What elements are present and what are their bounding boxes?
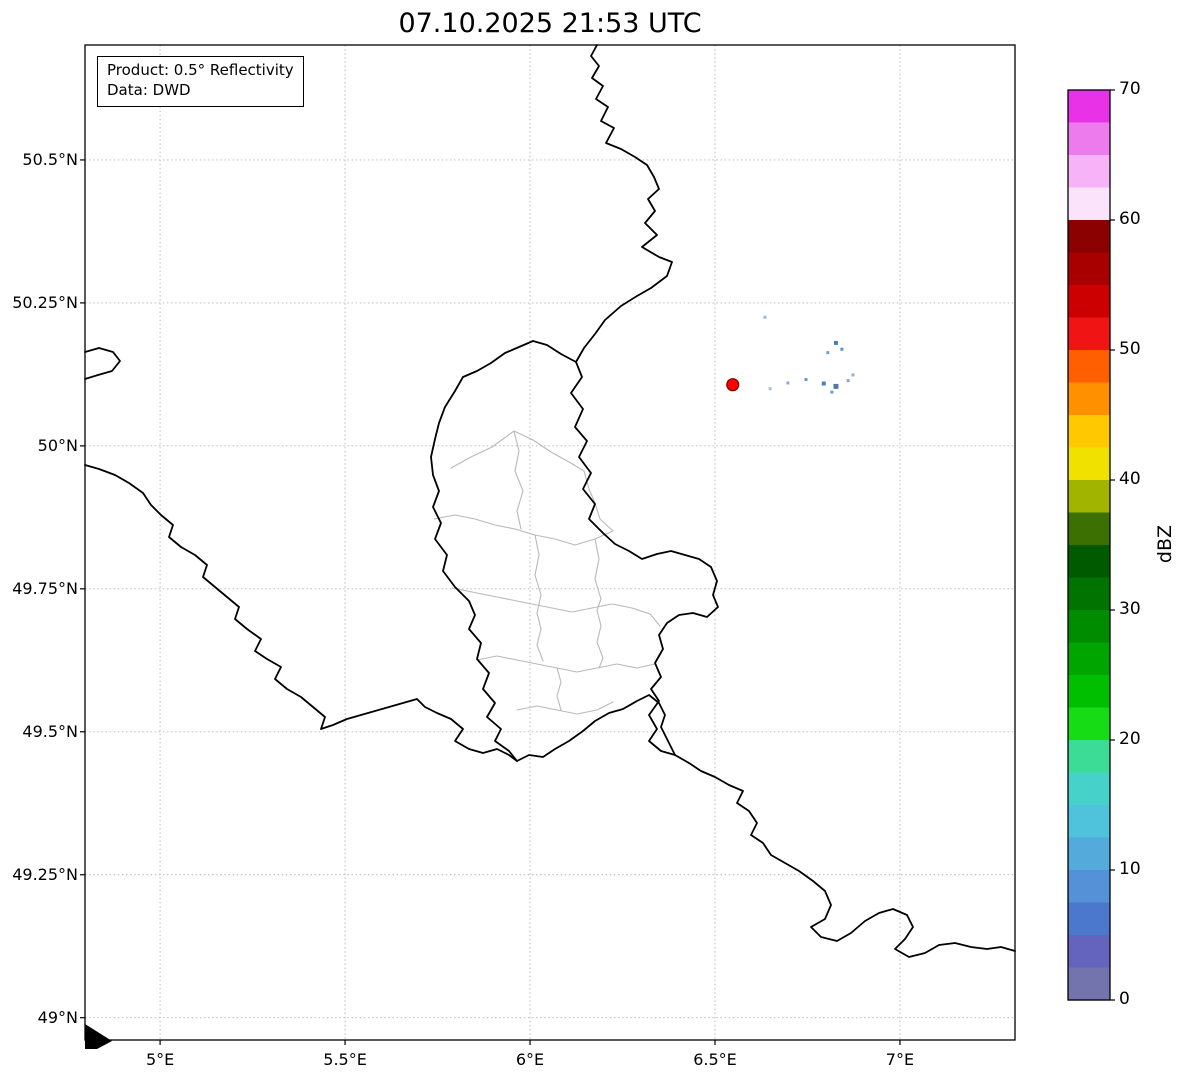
colorbar-segment [1068,480,1110,514]
canton-border [516,701,614,715]
colorbar-segment [1068,512,1110,546]
colorbar-segment [1068,187,1110,221]
figure-title: 07.10.2025 21:53 UTC [398,8,702,39]
canton-border [513,430,524,530]
colorbar-segment [1068,610,1110,644]
colorbar-segment [1068,415,1110,449]
canton-border [596,609,604,669]
colorbar-segment [1068,805,1110,839]
national-border [674,754,1016,958]
colorbar-segment [1068,382,1110,416]
colorbar-segment [1068,577,1110,611]
canton-border [451,587,661,627]
colorbar-segment [1068,675,1110,709]
colorbar-frame [1067,89,1111,1001]
colorbar-segment [1068,772,1110,806]
radar-echo [840,347,844,351]
colorbar-segment [1068,285,1110,319]
canton-border [534,534,542,614]
product-annotation: Product: 0.5° Reflectivity Data: DWD [97,56,304,107]
colorbar-segment [1068,545,1110,579]
radar-echo [804,378,808,382]
canton-border [450,430,585,472]
colorbar-segment [1068,317,1110,351]
border-corner-mark [85,1024,112,1049]
colorbar-segment [1068,350,1110,384]
canton-border [556,667,562,711]
radar-echo [821,381,826,386]
radar-site-marker [726,378,740,392]
radar-echo [768,387,772,391]
national-border [84,464,518,762]
colorbar-segment [1068,740,1110,774]
colorbar-segment [1068,252,1110,286]
canton-border [536,612,544,662]
radar-echo [833,340,838,345]
product-annotation-line1: Product: 0.5° Reflectivity [107,61,294,79]
colorbar-segment [1068,707,1110,741]
national-border [516,694,676,762]
canton-border [433,514,614,546]
national-border [84,347,121,380]
colorbar-segment [1068,447,1110,481]
plot-frame [84,44,1016,1041]
colorbar-segment [1068,870,1110,904]
radar-echo [763,315,767,319]
colorbar-segment [1068,220,1110,254]
radar-echo [826,351,830,355]
radar-echo [851,373,855,377]
canton-border [476,655,656,673]
colorbar-segment [1068,155,1110,189]
colorbar-segment [1068,642,1110,676]
national-border [430,340,577,762]
colorbar-segment [1068,122,1110,156]
colorbar-segment [1068,935,1110,969]
colorbar-segment [1068,967,1110,1001]
colorbar-segment [1068,90,1110,124]
colorbar-segment [1068,837,1110,871]
colorbar-unit-label: dBZ [1154,524,1176,564]
radar-echo [846,379,850,383]
radar-echo [833,383,839,389]
canton-border [594,538,602,611]
national-border [570,361,719,756]
colorbar-segment [1068,902,1110,936]
national-border [575,44,673,363]
radar-echo [786,381,790,385]
radar-echo [830,390,834,394]
product-annotation-line2: Data: DWD [107,81,191,100]
